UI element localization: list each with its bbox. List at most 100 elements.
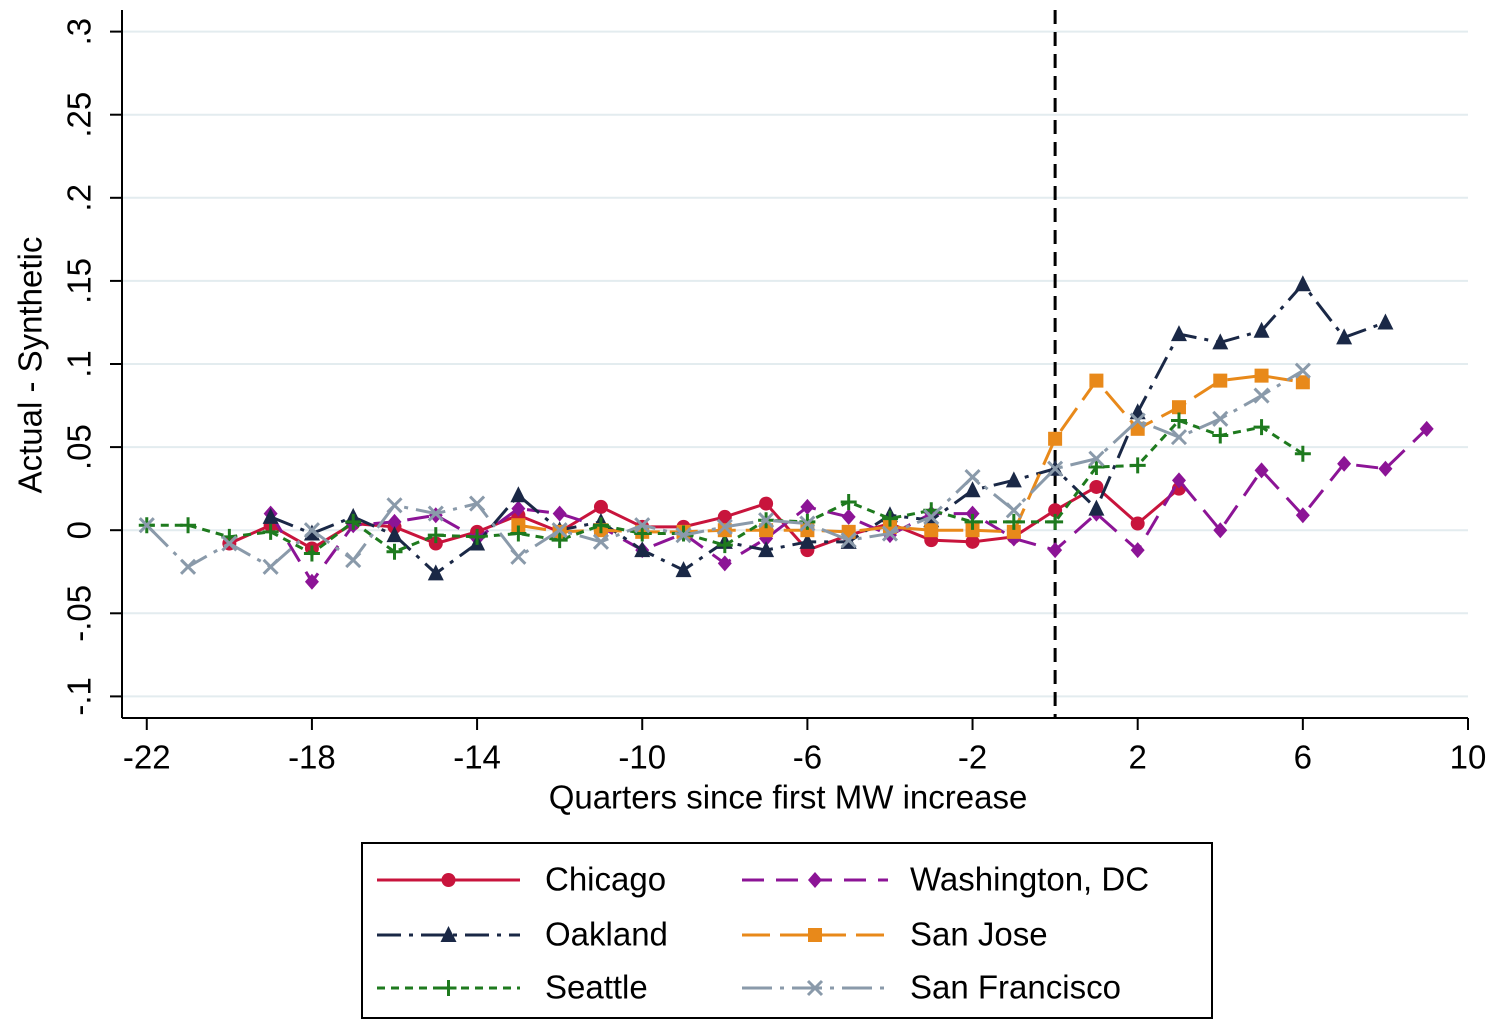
y-tick-label: 0 <box>61 521 98 539</box>
marker <box>1377 313 1394 330</box>
marker <box>1005 513 1022 530</box>
marker <box>551 522 568 539</box>
y-tick-label: .15 <box>61 258 98 304</box>
x-tick-label: 10 <box>1450 739 1487 776</box>
marker <box>469 528 486 545</box>
legend-label: San Jose <box>910 916 1048 953</box>
marker <box>1419 420 1434 437</box>
x-tick-label: -14 <box>453 739 501 776</box>
y-tick-label: -.05 <box>61 585 98 642</box>
marker <box>345 552 362 569</box>
marker <box>180 558 197 575</box>
marker <box>427 527 444 544</box>
marker <box>923 508 940 525</box>
marker <box>303 522 320 539</box>
marker <box>441 873 456 887</box>
marker <box>427 505 444 522</box>
marker <box>716 518 733 535</box>
marker <box>717 555 732 572</box>
marker <box>303 524 320 541</box>
marker <box>808 928 822 942</box>
marker <box>1130 542 1145 559</box>
marker <box>799 515 816 532</box>
marker <box>1048 431 1063 446</box>
marker <box>1170 429 1188 446</box>
marker <box>1253 387 1270 404</box>
marker <box>180 517 197 534</box>
marker <box>592 533 610 550</box>
marker <box>965 505 980 522</box>
x-tick-label: -6 <box>793 739 822 776</box>
marker <box>758 541 775 558</box>
marker <box>387 513 402 530</box>
marker <box>1171 472 1186 489</box>
x-tick-label: -2 <box>958 739 987 776</box>
marker <box>262 507 279 524</box>
marker <box>1336 328 1353 345</box>
marker <box>717 509 732 524</box>
marker <box>675 527 692 544</box>
marker <box>799 532 816 549</box>
marker <box>840 493 857 510</box>
y-tick-label: .1 <box>61 350 98 378</box>
legend-label: San Francisco <box>910 969 1121 1006</box>
marker <box>1254 462 1269 479</box>
marker <box>759 496 774 511</box>
series-line <box>270 281 1386 576</box>
marker <box>427 564 444 581</box>
marker <box>1089 479 1104 494</box>
marker <box>1212 427 1229 444</box>
marker <box>1171 400 1186 415</box>
marker <box>1089 373 1104 388</box>
marker <box>1129 412 1146 429</box>
marker <box>634 541 651 558</box>
marker <box>1295 375 1310 390</box>
marker <box>303 545 320 562</box>
marker <box>510 486 527 503</box>
legend-label: Seattle <box>545 969 648 1006</box>
marker <box>1170 325 1187 342</box>
marker <box>440 980 457 996</box>
marker <box>924 523 939 538</box>
y-tick-label: -.1 <box>61 677 98 716</box>
marker <box>1213 522 1228 539</box>
marker <box>841 508 856 525</box>
marker <box>551 532 568 549</box>
marker <box>840 532 857 549</box>
x-tick-label: -18 <box>288 739 336 776</box>
y-tick-label: .2 <box>61 184 98 212</box>
marker <box>1294 445 1311 462</box>
marker <box>1047 460 1064 477</box>
marker <box>964 481 981 498</box>
marker <box>716 537 733 554</box>
marker <box>386 543 403 560</box>
marker <box>1130 516 1145 531</box>
marker <box>964 513 981 530</box>
marker <box>1254 368 1269 383</box>
marker <box>1294 362 1311 379</box>
marker <box>469 495 486 512</box>
marker <box>1378 460 1393 477</box>
marker <box>1337 455 1352 472</box>
marker <box>1253 321 1270 338</box>
marker <box>634 517 651 534</box>
marker <box>965 523 980 538</box>
x-tick-label: -22 <box>123 739 171 776</box>
marker <box>1212 410 1229 427</box>
marker <box>634 525 651 542</box>
marker <box>1088 499 1105 516</box>
marker <box>1048 503 1063 518</box>
marker <box>552 505 567 522</box>
marker <box>800 498 815 515</box>
marker <box>510 525 527 542</box>
marker <box>758 512 775 529</box>
marker <box>1005 471 1022 488</box>
marker <box>440 926 457 942</box>
marker <box>1170 412 1187 429</box>
y-tick-label: .25 <box>61 92 98 138</box>
marker <box>808 872 822 888</box>
x-tick-label: 2 <box>1129 739 1147 776</box>
marker <box>1129 457 1146 474</box>
marker <box>1047 513 1064 530</box>
x-tick-label: -10 <box>618 739 666 776</box>
